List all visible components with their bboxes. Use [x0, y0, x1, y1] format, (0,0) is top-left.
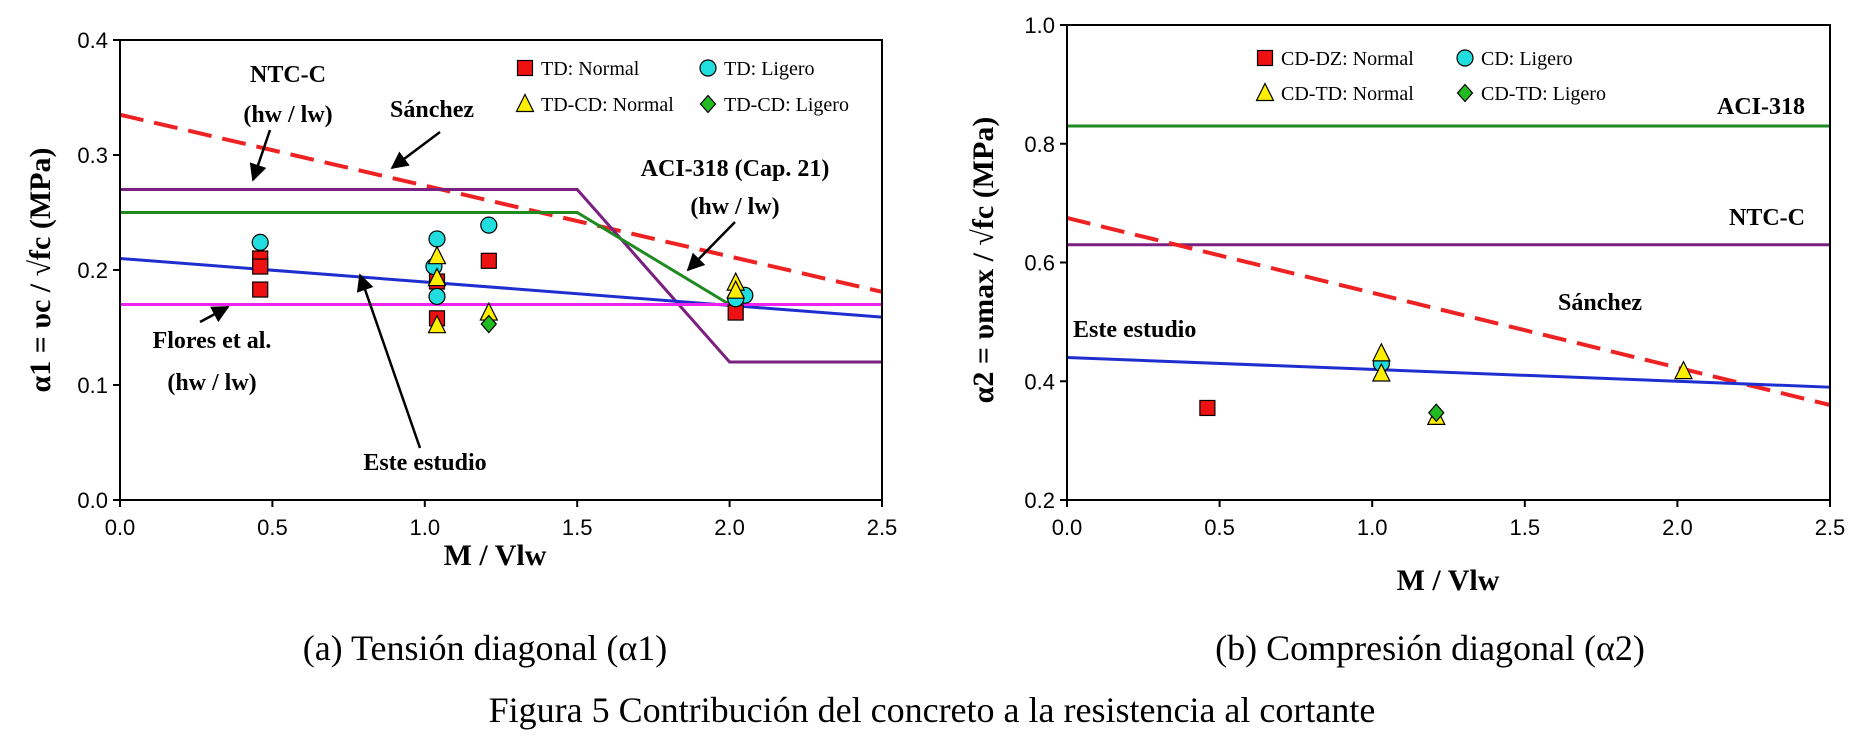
data-point-td-ligero — [480, 216, 498, 234]
annotation-ntc-c: NTC-C — [250, 62, 326, 88]
arrow-aci-318 — [686, 221, 736, 272]
legend-marker-cd-ligero — [1456, 49, 1474, 67]
chart-b-y-label: α2 = υmax / √fc (MPa) — [967, 117, 1000, 404]
series-line-aci-318-cap-21 — [120, 211, 882, 306]
legend-label-td-cd-ligero: TD-CD: Ligero — [724, 94, 849, 116]
legend-label-td-normal: TD: Normal — [541, 58, 640, 80]
x-tick-label: 0.5 — [257, 515, 288, 540]
legend-marker-cd-td-ligero — [1456, 83, 1474, 103]
y-tick-label: 0.8 — [1024, 132, 1055, 157]
annotation-este-estudio-a: Este estudio — [363, 450, 486, 476]
annotation-sanchez: Sánchez — [390, 97, 474, 123]
annotation-ntc-c-b: NTC-C — [1729, 205, 1805, 231]
y-tick-label: 0.3 — [77, 143, 108, 168]
legend-label-cd-ligero: CD: Ligero — [1481, 48, 1573, 70]
x-tick-label: 1.0 — [1357, 515, 1388, 540]
data-point-cd-dz-normal — [1199, 399, 1216, 417]
annotation-ntc-c-sub: (hw / lw) — [243, 102, 332, 128]
chart-b-x-label: M / Vlw — [1397, 564, 1500, 597]
legend-marker-td-cd-normal — [515, 93, 535, 113]
data-point-td-cd-normal — [427, 245, 447, 265]
data-point-cd-td-ligero — [1427, 403, 1445, 423]
chart-b-plot-frame — [1066, 24, 1831, 501]
x-tick-label: 1.0 — [410, 515, 441, 540]
chart-a-marks — [119, 112, 883, 364]
y-tick-label: 0.4 — [1024, 369, 1055, 394]
data-point-td-ligero — [251, 233, 269, 251]
annotation-este-estudio-b: Este estudio — [1073, 317, 1196, 343]
annotation-flores: Flores et al. — [153, 328, 272, 354]
arrow-sanchez — [390, 131, 441, 170]
series-line-s-nchez — [120, 188, 882, 364]
data-point-td-normal — [480, 252, 497, 269]
y-tick-label: 0.6 — [1024, 251, 1055, 276]
y-tick-label: 1.0 — [1024, 13, 1055, 38]
legend-marker-cd-dz-normal — [1256, 49, 1274, 67]
figure-title: Figura 5 Contribución del concreto a la … — [489, 690, 1376, 730]
series-line-este-estudio — [119, 257, 883, 319]
x-tick-label: 2.0 — [714, 515, 745, 540]
y-tick-label: 0.2 — [77, 258, 108, 283]
x-tick-label: 0.5 — [1204, 515, 1235, 540]
chart-b-ticks: 0.0 0.5 1.0 1.5 2.0 2.5 0.2 0.4 0.6 0.8 1.0 — [1024, 13, 1845, 540]
arrow-ntc-c — [249, 129, 272, 182]
chart-b-caption: (b) Compresión diagonal (α2) — [1215, 628, 1645, 668]
data-point-td-normal — [252, 281, 269, 298]
chart-b-marks — [1066, 124, 1831, 425]
y-tick-label: 0.4 — [77, 28, 108, 53]
chart-a-y-label: α1 = υc / √fc (MPa) — [24, 148, 57, 393]
y-tick-label: 0.1 — [77, 373, 108, 398]
legend-marker-td-normal — [516, 59, 534, 77]
data-point-cd-td-normal — [1371, 362, 1391, 382]
x-tick-label: 2.0 — [1662, 515, 1693, 540]
data-point-td-cd-ligero — [480, 314, 498, 334]
arrow-este-estudio — [356, 273, 422, 449]
data-point-td-cd-normal — [726, 279, 746, 299]
x-tick-label: 0.0 — [1052, 515, 1083, 540]
legend-marker-td-ligero — [699, 59, 717, 77]
chart-a-ticks: 0.0 0.5 1.0 1.5 2.0 2.5 0.0 0.1 0.2 0.3 0.4 — [77, 28, 897, 540]
chart-b: 0.0 0.5 1.0 1.5 2.0 2.5 0.2 0.4 0.6 0.8 1.0 CD-DZ:… — [967, 13, 1845, 668]
arrow-flores — [199, 305, 230, 324]
y-tick-label: 0.2 — [1024, 488, 1055, 513]
data-point-cd-td-normal — [1371, 342, 1391, 362]
annotation-aci-318-cap21: ACI-318 (Cap. 21) — [641, 156, 830, 182]
legend-label-td-cd-normal: TD-CD: Normal — [541, 94, 674, 116]
data-point-td-cd-normal — [427, 267, 447, 287]
legend-marker-cd-td-normal — [1255, 82, 1275, 102]
legend-label-td-ligero: TD: Ligero — [724, 58, 815, 80]
legend-marker-td-cd-ligero — [699, 94, 717, 114]
annotation-aci-318-b: ACI-318 — [1717, 94, 1805, 120]
data-point-cd-td-normal — [1674, 360, 1693, 380]
chart-a-x-label: M / Vlw — [444, 539, 547, 572]
x-tick-label: 2.5 — [867, 515, 898, 540]
chart-a-legend: TD: Normal TD: Ligero TD-CD: Normal TD-CD: … — [515, 58, 849, 116]
annotation-flores-sub: (hw / lw) — [167, 370, 256, 396]
data-point-td-ligero — [428, 287, 446, 306]
series-line-ntc-c — [119, 112, 883, 294]
data-point-td-cd-normal — [427, 314, 447, 334]
y-tick-label: 0.0 — [77, 488, 108, 513]
series-line-s-nchez — [1066, 216, 1831, 407]
series-line-este-estudio — [1066, 356, 1831, 389]
legend-label-cd-td-ligero: CD-TD: Ligero — [1481, 83, 1606, 105]
data-point-td-ligero — [428, 230, 446, 248]
chart-a-caption: (a) Tensión diagonal (α1) — [303, 628, 668, 668]
x-tick-label: 1.5 — [1510, 515, 1541, 540]
legend-label-cd-td-normal: CD-TD: Normal — [1281, 83, 1414, 105]
x-tick-label: 0.0 — [105, 515, 136, 540]
annotation-sanchez-b: Sánchez — [1558, 290, 1642, 316]
chart-b-legend: CD-DZ: Normal CD: Ligero CD-TD: Normal CD-T… — [1255, 48, 1606, 105]
annotation-aci-318-cap21-sub: (hw / lw) — [690, 194, 779, 220]
legend-label-cd-dz-normal: CD-DZ: Normal — [1281, 48, 1414, 70]
x-tick-label: 1.5 — [562, 515, 593, 540]
x-tick-label: 2.5 — [1815, 515, 1846, 540]
data-point-td-normal — [252, 258, 269, 275]
chart-a: 0.0 0.5 1.0 1.5 2.0 2.5 0.0 0.1 0.2 0.3 0.4 TD: No… — [24, 28, 897, 668]
